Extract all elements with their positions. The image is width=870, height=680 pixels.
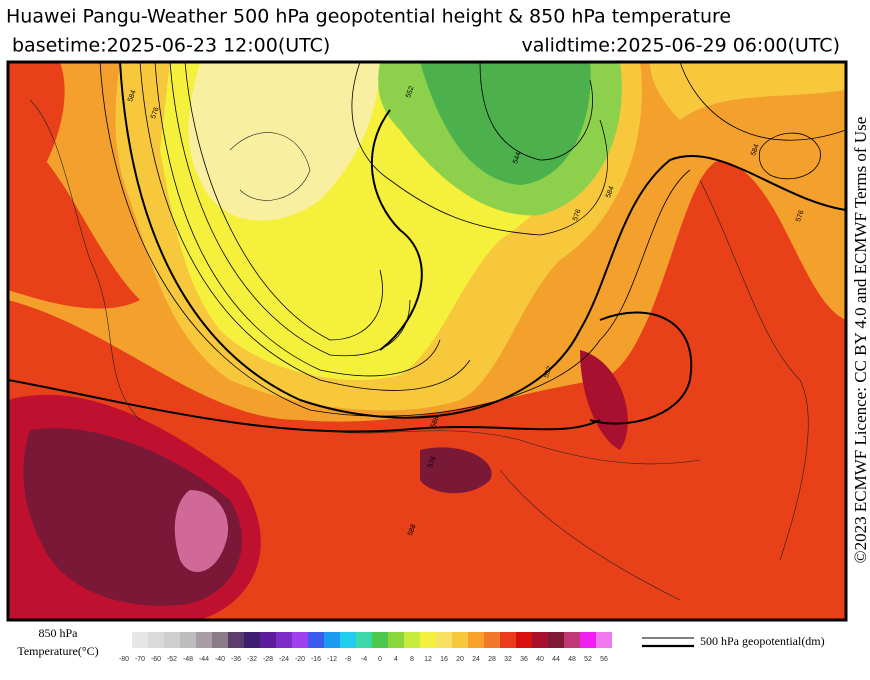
title: Huawei Pangu-Weather 500 hPa geopotentia…	[6, 6, 731, 28]
colorbar-tick-label: 24	[472, 656, 480, 663]
colorbar-tick-label: -32	[247, 656, 257, 663]
map-field	[8, 62, 846, 620]
contour-label: 588	[430, 415, 441, 428]
colorbar-tick-label: -52	[167, 656, 177, 663]
colorbar-swatch	[356, 632, 372, 648]
basetime: basetime:2025-06-23 12:00(UTC)	[12, 35, 330, 57]
colorbar-swatch	[324, 632, 340, 648]
colorbar-tick-label: -44	[199, 656, 209, 663]
colorbar-tick-label: -24	[279, 656, 289, 663]
contour-label: 576	[795, 209, 806, 222]
colorbar-tick-label: 52	[584, 656, 592, 663]
colorbar-tick-label: -12	[327, 656, 337, 663]
colorbar-tick-label: -70	[135, 656, 145, 663]
colorbar-tick-label: -4	[361, 656, 367, 663]
colorbar-tick-label: 0	[378, 656, 382, 663]
colorbar-tick-label: 12	[424, 656, 432, 663]
contour-label: 576	[150, 106, 161, 119]
colorbar-swatch	[132, 632, 148, 648]
colorbar-swatch	[500, 632, 516, 648]
temperature-label: Temperature(°C)	[17, 644, 98, 658]
contour-label: 588	[407, 523, 418, 536]
colorbar-tick-label: 8	[410, 656, 414, 663]
colorbar-swatch	[372, 632, 388, 648]
colorbar-swatch	[468, 632, 484, 648]
temperature-label: 850 hPa	[39, 626, 79, 640]
colorbar-swatch	[212, 632, 228, 648]
contour-label: 576	[427, 455, 438, 468]
colorbar-tick-label: -28	[263, 656, 273, 663]
colorbar-swatch	[388, 632, 404, 648]
colorbar-tick-label: 40	[536, 656, 544, 663]
geopotential-label: 500 hPa geopotential(dm)	[700, 634, 825, 648]
colorbar-swatch	[308, 632, 324, 648]
colorbar-swatch	[164, 632, 180, 648]
colorbar-swatch	[180, 632, 196, 648]
validtime: validtime:2025-06-29 06:00(UTC)	[521, 35, 840, 57]
colorbar-tick-label: -20	[295, 656, 305, 663]
contour-label: 544	[512, 151, 523, 164]
colorbar-tick-label: -16	[311, 656, 321, 663]
colorbar-tick-label: 4	[394, 656, 398, 663]
contour-label: 584	[605, 185, 616, 198]
colorbar-tick-label: 36	[520, 656, 528, 663]
licence: ©2023 ECMWF Licence: CC BY 4.0 and ECMWF…	[851, 117, 870, 564]
colorbar-swatch	[532, 632, 548, 648]
colorbar-swatch	[148, 632, 164, 648]
colorbar-tick-label: 48	[568, 656, 576, 663]
colorbar-tick-label: -48	[183, 656, 193, 663]
colorbar-swatch	[404, 632, 420, 648]
colorbar-swatch	[244, 632, 260, 648]
colorbar-tick-label: 16	[440, 656, 448, 663]
map-frame	[6, 60, 848, 622]
colorbar-swatch	[340, 632, 356, 648]
colorbar-tick-label: 32	[504, 656, 512, 663]
colorbar-swatch	[292, 632, 308, 648]
colorbar-tick-label: -8	[345, 656, 351, 663]
colorbar-swatch	[452, 632, 468, 648]
colorbar-tick-label: 56	[600, 656, 608, 663]
colorbar-swatch	[228, 632, 244, 648]
contour-label: 552	[405, 85, 416, 98]
colorbar-swatch	[436, 632, 452, 648]
colorbar-swatch	[276, 632, 292, 648]
colorbar-swatch	[580, 632, 596, 648]
colorbar-tick-label: -80	[119, 656, 129, 663]
contour-label: 584	[127, 89, 138, 102]
colorbar-tick-label: -36	[231, 656, 241, 663]
colorbar-swatch	[260, 632, 276, 648]
contour-label: 584	[750, 143, 761, 156]
colorbar-tick-label: -60	[151, 656, 161, 663]
colorbar-swatch	[516, 632, 532, 648]
colorbar-swatch	[564, 632, 580, 648]
colorbar-swatch	[548, 632, 564, 648]
colorbar-tick-label: 28	[488, 656, 496, 663]
colorbar-swatch	[196, 632, 212, 648]
colorbar-tick-label: 20	[456, 656, 464, 663]
contour-label: 592	[543, 365, 554, 378]
colorbar-swatch	[596, 632, 612, 648]
contour-label: 576	[572, 208, 583, 221]
colorbar-tick-label: 44	[552, 656, 560, 663]
colorbar-tick-label: -40	[215, 656, 225, 663]
colorbar-swatch	[420, 632, 436, 648]
colorbar-swatch	[484, 632, 500, 648]
